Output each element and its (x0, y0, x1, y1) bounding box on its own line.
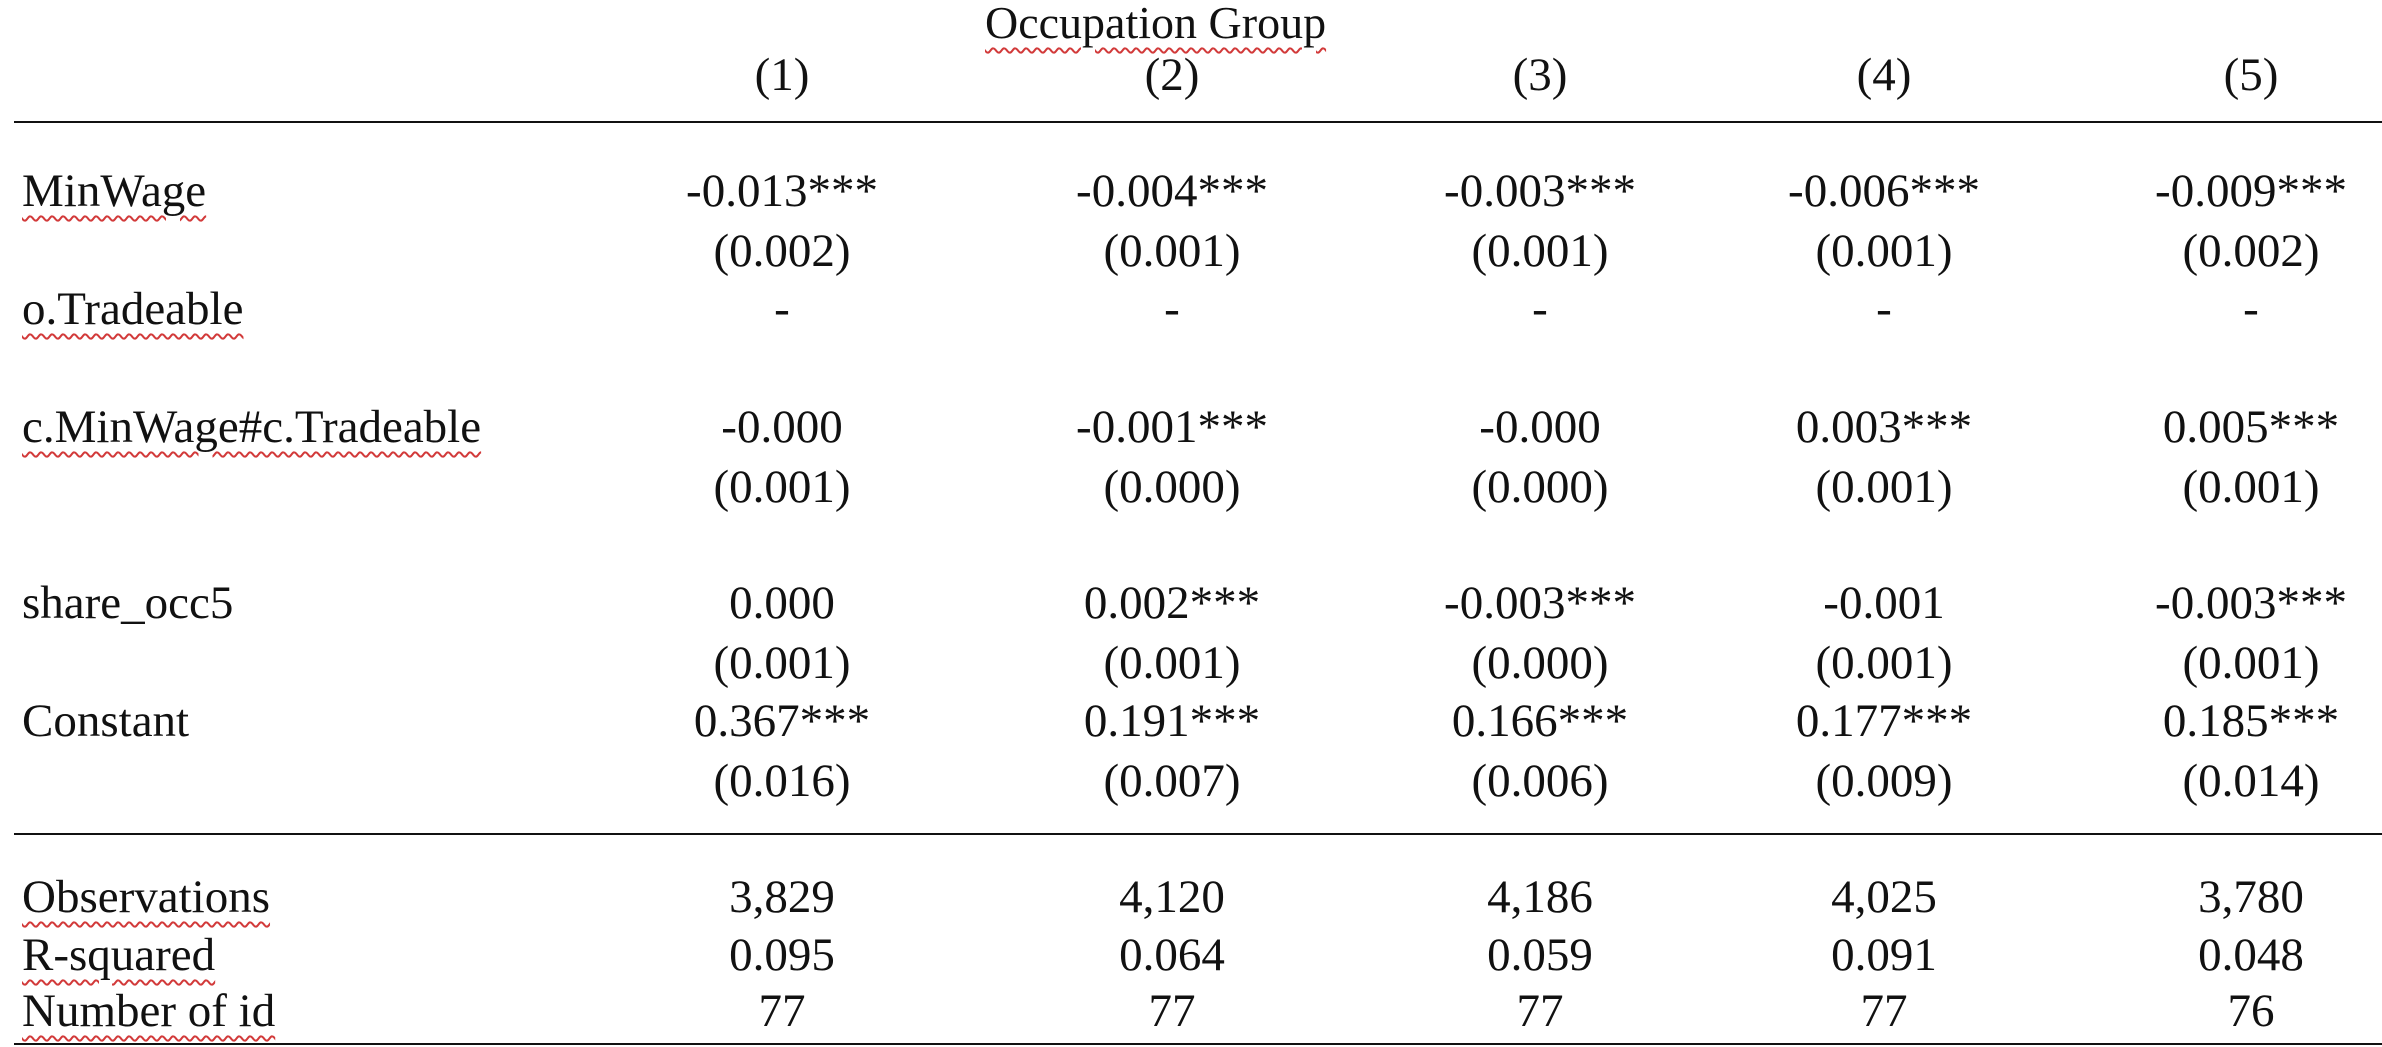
se-interaction-3: (0.000) (1471, 461, 1609, 513)
header-rule (14, 121, 2382, 123)
coef-minwage-3: -0.003*** (1444, 165, 1636, 217)
coef-interaction-2: -0.001*** (1076, 401, 1268, 453)
se-share-occ5-5: (0.001) (2182, 637, 2320, 689)
stat-r-squared-2: 0.064 (1119, 929, 1225, 981)
column-header-1: (1) (754, 49, 810, 101)
se-share-occ5-3: (0.000) (1471, 637, 1609, 689)
coef-constant-4: 0.177*** (1795, 695, 1973, 747)
coef-minwage-4: -0.006*** (1788, 165, 1980, 217)
se-constant-5: (0.014) (2182, 755, 2320, 807)
se-constant-3: (0.006) (1471, 755, 1609, 807)
coef-o-tradeable-3: - (1532, 283, 1548, 335)
se-constant-1: (0.016) (713, 755, 851, 807)
coef-share-occ5-3: -0.003*** (1444, 577, 1636, 629)
coef-constant-1: 0.367*** (693, 695, 871, 747)
row-label-minwage: MinWage (22, 165, 207, 217)
se-minwage-1: (0.002) (713, 225, 851, 277)
stat-label-observations: Observations (22, 871, 271, 923)
se-constant-2: (0.007) (1103, 755, 1241, 807)
se-share-occ5-2: (0.001) (1103, 637, 1241, 689)
coef-constant-2: 0.191*** (1083, 695, 1261, 747)
coef-share-occ5-1: 0.000 (729, 577, 835, 629)
se-minwage-3: (0.001) (1471, 225, 1609, 277)
stat-r-squared-5: 0.048 (2198, 929, 2304, 981)
stat-observations-3: 4,186 (1487, 871, 1593, 923)
occupation-group-title: Occupation Group (985, 0, 1327, 48)
se-constant-4: (0.009) (1815, 755, 1953, 807)
coef-minwage-1: -0.013*** (686, 165, 878, 217)
coef-interaction-3: -0.000 (1479, 401, 1601, 453)
stat-number-of-id-2: 77 (1148, 985, 1196, 1037)
coef-o-tradeable-1: - (774, 283, 790, 335)
se-share-occ5-1: (0.001) (713, 637, 851, 689)
coef-o-tradeable-4: - (1876, 283, 1892, 335)
coef-share-occ5-5: -0.003*** (2155, 577, 2347, 629)
stat-observations-1: 3,829 (729, 871, 835, 923)
coef-minwage-5: -0.009*** (2155, 165, 2347, 217)
column-header-3: (3) (1512, 49, 1568, 101)
column-header-2: (2) (1144, 49, 1200, 101)
row-label-minwage-x-tradeable: c.MinWage#c.Tradeable (22, 401, 482, 453)
row-label-share-occ5: share_occ5 (22, 577, 234, 629)
se-minwage-2: (0.001) (1103, 225, 1241, 277)
row-label-constant: Constant (22, 695, 190, 747)
coef-minwage-2: -0.004*** (1076, 165, 1268, 217)
coef-constant-5: 0.185*** (2162, 695, 2340, 747)
stat-r-squared-4: 0.091 (1831, 929, 1937, 981)
stat-r-squared-1: 0.095 (729, 929, 835, 981)
coef-interaction-1: -0.000 (721, 401, 843, 453)
se-interaction-2: (0.000) (1103, 461, 1241, 513)
se-share-occ5-4: (0.001) (1815, 637, 1953, 689)
se-interaction-5: (0.001) (2182, 461, 2320, 513)
column-header-5: (5) (2223, 49, 2279, 101)
coef-share-occ5-4: -0.001 (1823, 577, 1945, 629)
stat-number-of-id-3: 77 (1516, 985, 1564, 1037)
stat-observations-2: 4,120 (1119, 871, 1225, 923)
coef-interaction-4: 0.003*** (1795, 401, 1973, 453)
coef-o-tradeable-2: - (1164, 283, 1180, 335)
stat-number-of-id-5: 76 (2227, 985, 2275, 1037)
stat-r-squared-3: 0.059 (1487, 929, 1593, 981)
row-label-o-tradeable: o.Tradeable (22, 283, 244, 335)
se-minwage-5: (0.002) (2182, 225, 2320, 277)
se-interaction-4: (0.001) (1815, 461, 1953, 513)
coef-share-occ5-2: 0.002*** (1083, 577, 1261, 629)
se-minwage-4: (0.001) (1815, 225, 1953, 277)
coef-interaction-5: 0.005*** (2162, 401, 2340, 453)
stat-number-of-id-1: 77 (758, 985, 806, 1037)
column-header-4: (4) (1856, 49, 1912, 101)
coef-constant-3: 0.166*** (1451, 695, 1629, 747)
middle-rule (14, 833, 2382, 835)
bottom-rule (14, 1043, 2382, 1045)
stat-number-of-id-4: 77 (1860, 985, 1908, 1037)
coef-o-tradeable-5: - (2243, 283, 2259, 335)
stat-observations-5: 3,780 (2198, 871, 2304, 923)
stat-label-number-of-id: Number of id (22, 985, 276, 1037)
se-interaction-1: (0.001) (713, 461, 851, 513)
stat-label-r-squared: R-squared (22, 929, 216, 981)
stat-observations-4: 4,025 (1831, 871, 1937, 923)
